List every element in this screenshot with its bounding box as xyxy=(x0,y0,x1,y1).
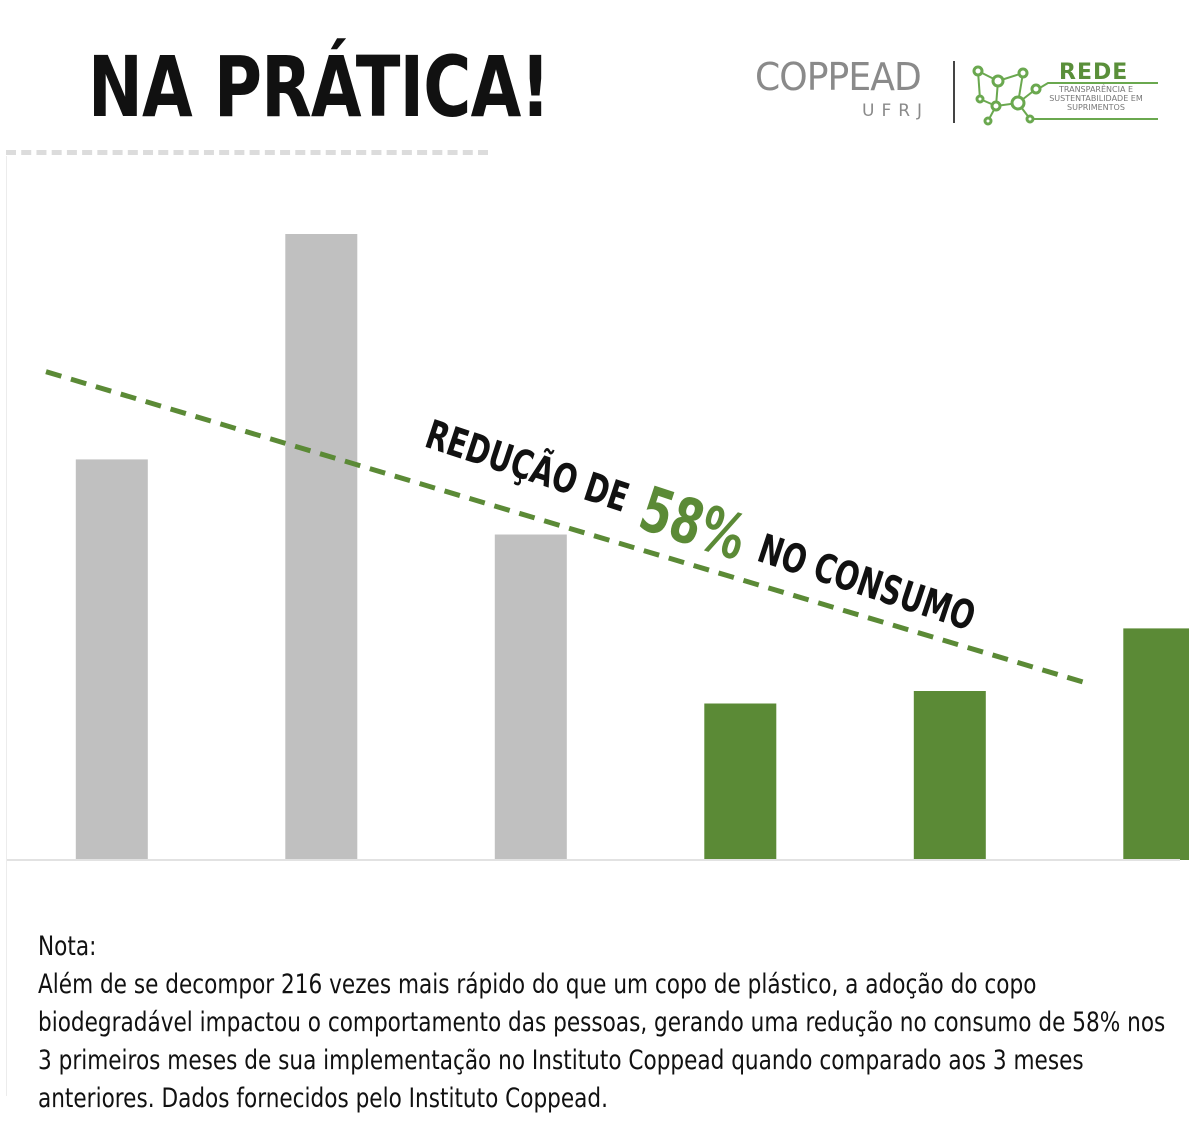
network-icon xyxy=(972,65,1158,126)
bar-6 xyxy=(1123,628,1189,860)
page-edge-line xyxy=(6,156,7,1096)
coppead-logo: COPPEAD xyxy=(755,55,922,99)
rede-subtitle: TRANSPARÊNCIA E SUSTENTABILIDADE EM SUPR… xyxy=(1049,85,1143,112)
logos: COPPEAD UFRJ REDE xyxy=(750,55,1160,130)
note: Nota: Além de se decompor 216 vezes mais… xyxy=(38,928,1174,1118)
title-divider xyxy=(6,150,488,155)
bar-2 xyxy=(285,234,358,860)
annotation-highlight: 58% xyxy=(631,472,755,574)
bar-chart: REDUÇÃO DE 58% NO CONSUMO xyxy=(7,234,1189,861)
ufrj-logo: UFRJ xyxy=(862,101,930,121)
logo-divider xyxy=(953,61,955,123)
bar-3 xyxy=(494,534,567,860)
bar-4 xyxy=(704,703,777,860)
trend-line xyxy=(45,369,1093,688)
bar-1 xyxy=(75,459,148,860)
annotation-prefix: REDUÇÃO DE xyxy=(420,410,635,522)
note-label: Nota: xyxy=(38,931,97,962)
annotation-suffix: NO CONSUMO xyxy=(752,526,981,640)
page-title: NA PRÁTICA! xyxy=(88,38,550,136)
note-text: Além de se decompor 216 vezes mais rápid… xyxy=(38,969,1166,1114)
bar-5 xyxy=(913,691,986,860)
rede-logo: REDE xyxy=(1059,60,1129,85)
